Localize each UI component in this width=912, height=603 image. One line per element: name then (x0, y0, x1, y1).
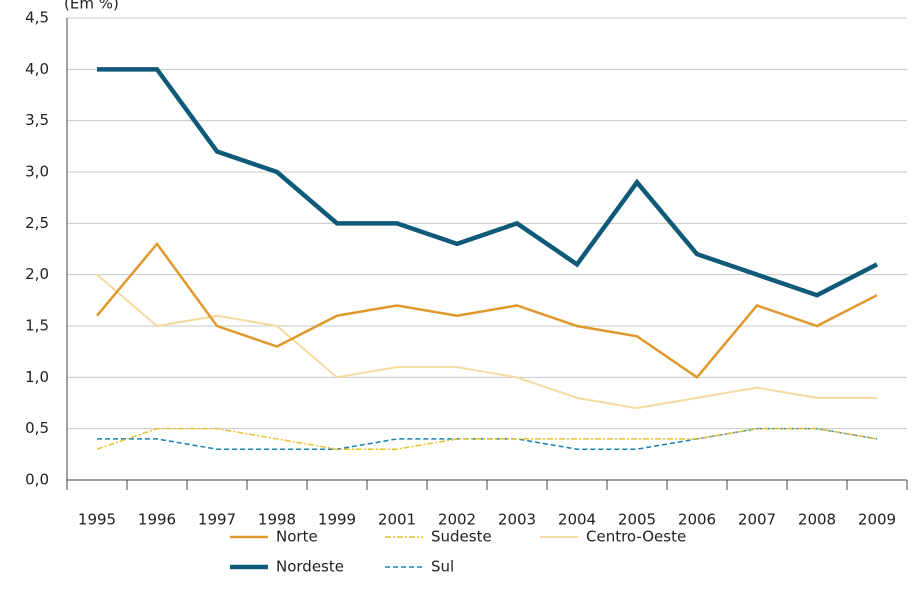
y-tick-label: 1,0 (25, 368, 49, 386)
x-tick-label: 1998 (258, 511, 296, 529)
y-tick-label: 3,0 (25, 163, 49, 181)
y-tick-label: 1,5 (25, 317, 49, 335)
x-tick-label: 1996 (138, 511, 176, 529)
legend-label: Centro-Oeste (586, 528, 686, 546)
x-tick-label: 2008 (798, 511, 836, 529)
legend-label: Sudeste (431, 528, 492, 546)
x-tick-label: 2003 (498, 511, 536, 529)
x-tick-label: 2007 (738, 511, 776, 529)
series-line (96, 273, 877, 410)
x-tick-label: 2006 (678, 511, 716, 529)
y-tick-label: 0,0 (25, 471, 49, 489)
y-tick-label: 3,5 (25, 111, 49, 129)
x-tick-label: 2002 (438, 511, 476, 529)
series-line (97, 67, 879, 298)
series-line (96, 241, 878, 380)
legend-label: Norte (276, 528, 318, 546)
y-tick-label: 4,0 (25, 60, 49, 78)
x-tick-label: 1995 (78, 511, 116, 529)
series-line (97, 427, 878, 450)
y-tick-label: 2,0 (25, 265, 49, 283)
y-tick-label: 2,5 (25, 214, 49, 232)
y-axis-label: (Em %) (64, 0, 119, 13)
x-tick-label: 1999 (318, 511, 356, 529)
y-tick-label: 4,5 (25, 9, 49, 27)
legend-label: Sul (431, 558, 454, 576)
legend-label: Nordeste (276, 558, 344, 576)
x-tick-label: 2009 (858, 511, 896, 529)
x-tick-label: 2004 (558, 511, 596, 529)
series-line (96, 427, 878, 450)
x-tick-label: 1997 (198, 511, 236, 529)
y-tick-label: 0,5 (25, 419, 49, 437)
x-tick-label: 2001 (378, 511, 416, 529)
x-tick-label: 2005 (618, 511, 656, 529)
